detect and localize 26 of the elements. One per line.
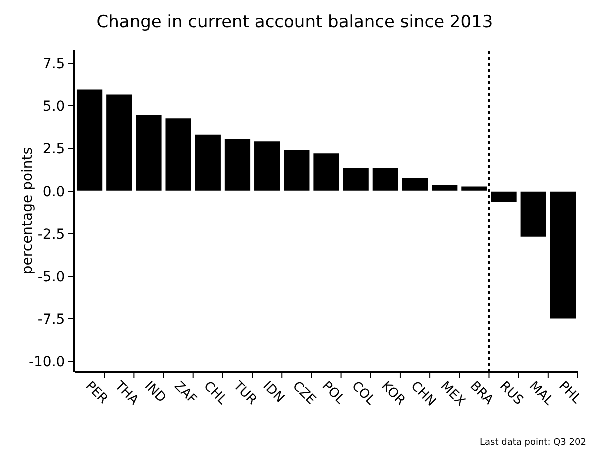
y-tick-label: -10.0 xyxy=(28,354,66,371)
x-tick-label: IDN xyxy=(260,378,288,406)
y-tick-label: -2.5 xyxy=(38,226,66,243)
bar xyxy=(342,167,370,192)
x-tick-label: IND xyxy=(142,378,169,406)
bar xyxy=(520,190,548,238)
bar xyxy=(224,138,252,192)
bar xyxy=(401,177,430,192)
y-axis-title: percentage points xyxy=(20,147,36,275)
bar xyxy=(106,94,134,192)
x-tick-label: ZAF xyxy=(171,378,200,408)
y-tick-label: -5.0 xyxy=(38,269,66,286)
bar xyxy=(549,190,578,320)
y-tick-label: 7.5 xyxy=(42,56,66,73)
chart-title: Change in current account balance since 2013 xyxy=(96,12,494,33)
bar xyxy=(372,167,400,192)
bar xyxy=(194,134,222,192)
bar xyxy=(312,152,340,192)
bar xyxy=(431,184,459,192)
y-tick-label: 5.0 xyxy=(42,99,66,116)
y-tick-label: 2.5 xyxy=(42,142,66,158)
bar xyxy=(283,149,311,192)
y-tick-label: -7.5 xyxy=(38,312,66,328)
y-tick-label: 0.0 xyxy=(42,184,66,200)
bar xyxy=(254,140,282,192)
text: Last data point: Q3 202 xyxy=(480,438,586,448)
